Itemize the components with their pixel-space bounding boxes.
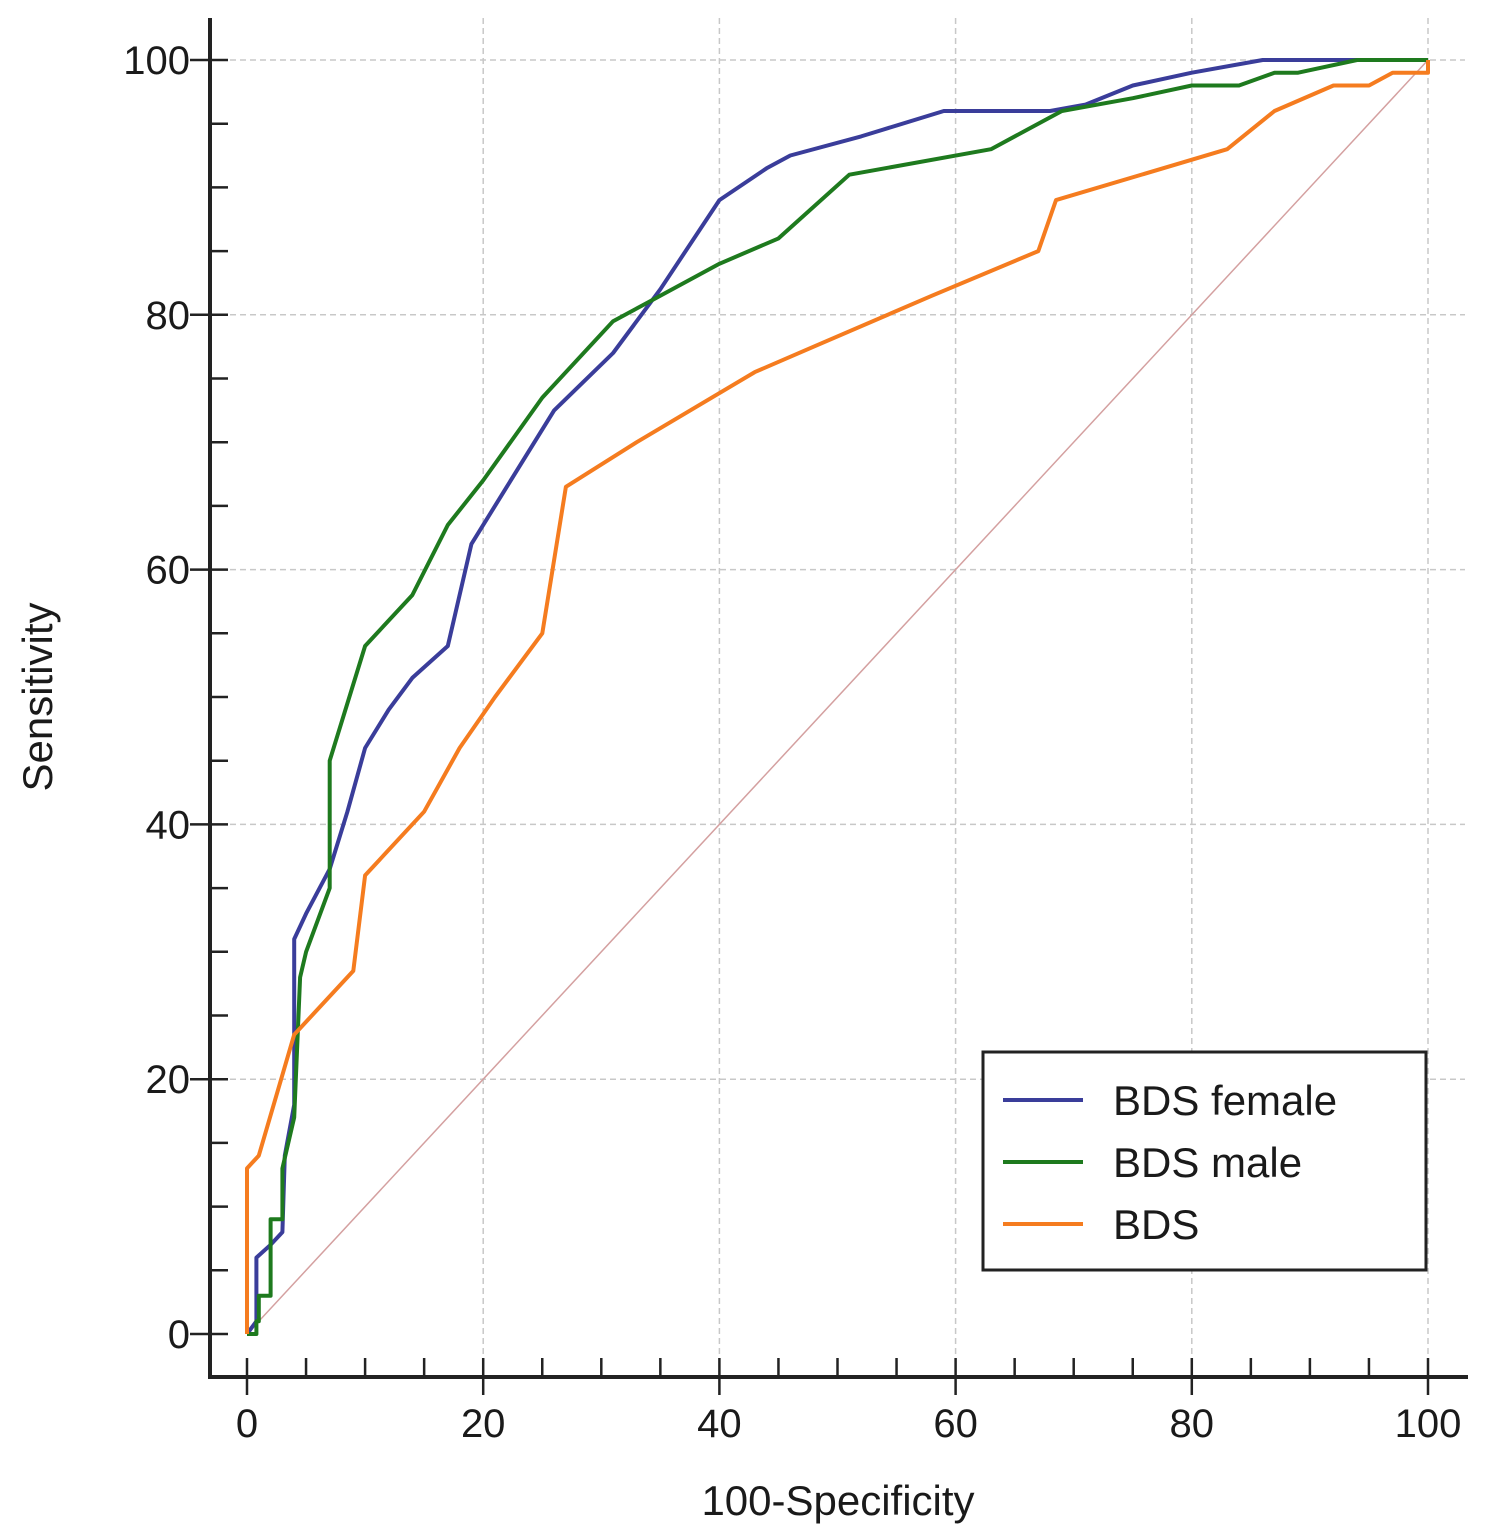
- x-tick-label: 40: [697, 1402, 742, 1446]
- legend-label: BDS male: [1113, 1139, 1302, 1186]
- legend-label: BDS: [1113, 1201, 1199, 1248]
- legend-label: BDS female: [1113, 1077, 1337, 1124]
- y-tick-label: 40: [146, 803, 191, 847]
- x-tick-label: 80: [1170, 1402, 1215, 1446]
- y-tick-label: 80: [146, 294, 191, 338]
- y-tick-label: 100: [123, 39, 190, 83]
- x-tick-label: 100: [1395, 1402, 1462, 1446]
- y-tick-label: 20: [146, 1058, 191, 1102]
- series-line-reference: [246, 59, 1429, 1335]
- x-tick-label: 60: [933, 1402, 978, 1446]
- x-axis-title: 100-Specificity: [701, 1477, 974, 1524]
- legend: BDS female BDS male BDS: [981, 1050, 1428, 1272]
- y-axis-title: Sensitivity: [14, 602, 61, 791]
- series-line-bds: [245, 60, 1430, 1334]
- y-tick-label: 0: [168, 1313, 190, 1357]
- axis-ticks: 0 20 40 60 80 100 0 20 40 60 80 100: [123, 39, 1461, 1446]
- series-line-bds-male: [247, 58, 1428, 1336]
- series-lines: [245, 58, 1430, 1336]
- x-tick-label: 0: [236, 1402, 258, 1446]
- x-tick-label: 20: [461, 1402, 506, 1446]
- y-tick-label: 60: [146, 549, 191, 593]
